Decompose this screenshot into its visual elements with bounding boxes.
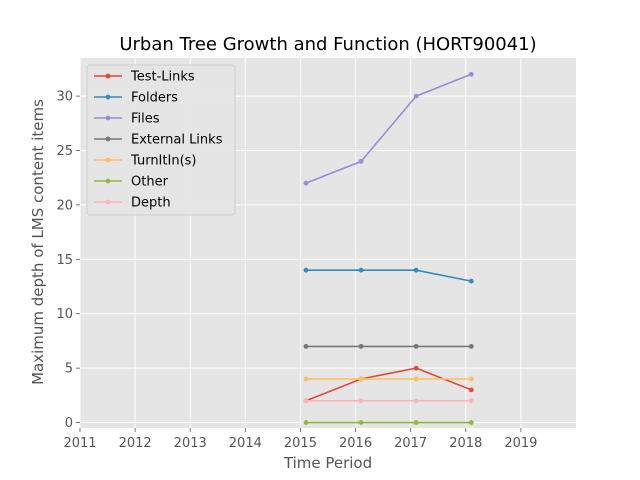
legend-marker bbox=[105, 199, 111, 205]
y-tick-label: 5 bbox=[65, 362, 73, 377]
legend-marker bbox=[105, 136, 111, 142]
legend-marker bbox=[105, 73, 111, 79]
y-axis-title: Maximum depth of LMS content items bbox=[29, 99, 47, 385]
data-point bbox=[413, 93, 419, 99]
x-tick-label: 2011 bbox=[63, 436, 96, 451]
legend-label: Files bbox=[131, 112, 160, 127]
data-point bbox=[358, 158, 364, 164]
data-point bbox=[468, 387, 474, 393]
data-point bbox=[468, 420, 474, 425]
data-point bbox=[303, 343, 309, 349]
x-tick-label: 2014 bbox=[229, 436, 262, 451]
data-point bbox=[413, 267, 419, 273]
data-point bbox=[303, 267, 309, 273]
data-point bbox=[468, 376, 474, 382]
data-point bbox=[358, 376, 364, 382]
legend-label: External Links bbox=[131, 133, 223, 148]
legend bbox=[86, 64, 236, 216]
legend-marker bbox=[105, 115, 111, 121]
x-tick-label: 2016 bbox=[339, 436, 372, 451]
data-point bbox=[303, 398, 309, 404]
y-tick-label: 30 bbox=[56, 90, 73, 105]
data-point bbox=[358, 343, 364, 349]
legend-label: Depth bbox=[131, 196, 171, 211]
x-tick-label: 2015 bbox=[284, 436, 317, 451]
data-point bbox=[413, 376, 419, 382]
data-point bbox=[358, 420, 364, 425]
x-axis-title: Time Period bbox=[283, 454, 372, 472]
data-point bbox=[303, 376, 309, 382]
y-tick-label: 0 bbox=[65, 416, 73, 431]
data-point bbox=[468, 278, 474, 284]
x-tick-label: 2012 bbox=[119, 436, 152, 451]
data-point bbox=[303, 180, 309, 186]
data-point bbox=[413, 365, 419, 371]
y-tick-label: 20 bbox=[56, 198, 73, 213]
legend-label: Other bbox=[131, 175, 169, 190]
legend-marker bbox=[105, 178, 111, 184]
series-line bbox=[305, 73, 472, 184]
chart-title: Urban Tree Growth and Function (HORT9004… bbox=[119, 34, 536, 55]
data-point bbox=[413, 343, 419, 349]
legend-label: Test-Links bbox=[130, 70, 195, 85]
y-tick-label: 25 bbox=[56, 144, 73, 159]
x-tick-label: 2013 bbox=[174, 436, 207, 451]
legend-label: Folders bbox=[131, 91, 178, 106]
legend-marker bbox=[105, 157, 111, 163]
y-tick-label: 10 bbox=[56, 307, 73, 322]
x-tick-label: 2018 bbox=[449, 436, 482, 451]
data-point bbox=[468, 398, 474, 404]
series-line bbox=[306, 269, 472, 282]
data-point bbox=[413, 420, 419, 425]
legend-marker bbox=[105, 94, 111, 100]
data-point bbox=[358, 267, 364, 273]
data-point bbox=[303, 420, 309, 425]
plot-area: 2011 2012 2013 2014 2015 2016 2017 2018 20190510… bbox=[56, 58, 576, 451]
legend-label: TurnItIn(s) bbox=[130, 154, 196, 169]
data-point bbox=[468, 71, 474, 77]
data-point bbox=[413, 398, 419, 404]
y-tick-label: 15 bbox=[56, 253, 73, 268]
x-tick-label: 2017 bbox=[394, 436, 427, 451]
data-point bbox=[358, 398, 364, 404]
data-point bbox=[468, 343, 474, 349]
x-tick-label: 2019 bbox=[504, 436, 537, 451]
